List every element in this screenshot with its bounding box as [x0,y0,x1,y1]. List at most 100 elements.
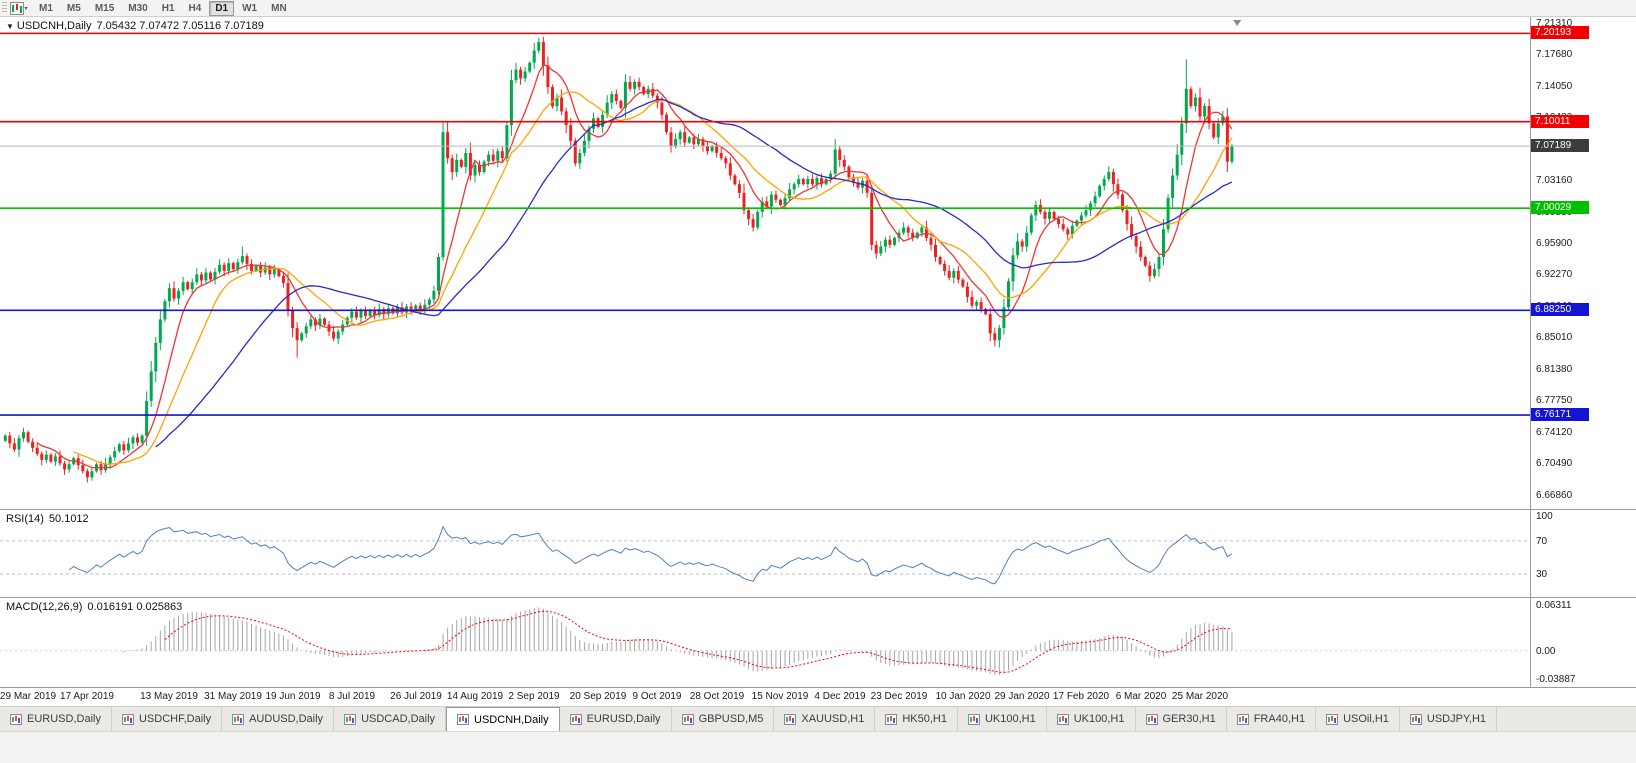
chart-type-icon[interactable] [10,1,28,15]
tab-label: UK100,H1 [984,713,1036,725]
price-axis-label: 6.77750 [1536,395,1573,406]
tab-label: USDCHF,Daily [138,713,212,725]
price-axis-label: 7.14050 [1536,81,1573,92]
macd-axis-label: -0.03887 [1536,674,1576,685]
tab-eurusd-daily[interactable]: EURUSD,Daily [0,707,112,731]
tab-label: UK100,H1 [1073,713,1125,725]
tab-usdchf-daily[interactable]: USDCHF,Daily [112,707,223,731]
tab-hk50-h1[interactable]: HK50,H1 [875,707,958,731]
price-axis-label: 7.21310 [1536,18,1573,29]
date-label: 31 May 2019 [204,691,262,702]
period-button-m15[interactable]: M15 [89,1,120,16]
price-axis-label: 6.85010 [1536,332,1573,343]
mini-chart-icon [1409,713,1422,725]
mini-chart-icon [1145,713,1158,725]
price-chart[interactable] [0,17,1530,509]
rsi-axis-label: 70 [1536,536,1548,547]
tab-label: XAUUSD,H1 [801,713,865,725]
rsi-chart[interactable] [0,510,1530,597]
tab-label: USDCAD,Daily [361,713,436,725]
period-button-m1[interactable]: M1 [33,1,59,16]
rsi-axis: 100 70 30 [1530,510,1636,597]
mini-chart-icon [10,713,22,725]
period-button-h4[interactable]: H4 [183,1,208,16]
shift-marker-icon[interactable] [1233,20,1242,26]
period-button-mn[interactable]: MN [265,1,293,16]
rsi-name: RSI(14) [6,513,44,525]
tab-usoil-h1[interactable]: USOil,H1 [1316,707,1400,731]
tab-uk100-h1[interactable]: UK100,H1 [958,707,1047,731]
chart-title: ▼ USDCNH,Daily 7.05432 7.07472 7.05116 7.0… [6,20,264,32]
date-label: 17 Feb 2020 [1052,691,1110,702]
mini-chart-icon [569,713,582,725]
tab-label: HK50,H1 [902,713,947,725]
tab-usdjpy-h1[interactable]: USDJPY,H1 [1400,707,1498,731]
price-axis-label: 6.74120 [1536,427,1573,438]
price-axis-label: 6.66860 [1536,490,1573,501]
time-axis[interactable]: 29 Mar 2019 17 Apr 2019 13 May 2019 31 May … [0,687,1636,706]
date-label: 10 Jan 2020 [935,691,991,702]
mini-chart-icon [1236,713,1249,725]
symbol-dropdown-icon[interactable]: ▼ [6,22,14,31]
date-label: 8 Jul 2019 [328,691,376,702]
mini-chart-icon [1326,713,1339,725]
tab-xauusd-h1[interactable]: XAUUSD,H1 [774,707,876,731]
mini-chart-icon [681,713,694,725]
period-toolbar: M1 M5 M15 M30 H1 H4 D1 W1 MN [0,0,1636,17]
mini-chart-icon [457,714,470,725]
date-label: 23 Dec 2019 [870,691,928,702]
date-label: 14 Aug 2019 [446,691,504,702]
date-label: 6 Mar 2020 [1115,691,1167,702]
mini-chart-icon [1056,713,1069,725]
date-label: 15 Nov 2019 [751,691,809,702]
tab-label: USDJPY,H1 [1426,713,1487,725]
macd-axis: 0.06311 0.00 -0.03887 [1530,598,1636,687]
period-button-m5[interactable]: M5 [61,1,87,16]
tab-label: EURUSD,Daily [27,713,101,725]
mini-chart-icon [967,713,980,725]
macd-name: MACD(12,26,9) [6,601,83,613]
date-label: 9 Oct 2019 [632,691,682,702]
date-label: 29 Jan 2020 [994,691,1050,702]
tab-uk100-h1[interactable]: UK100,H1 [1047,707,1136,731]
rsi-title: RSI(14) 50.1012 [6,513,89,525]
macd-chart[interactable] [0,598,1530,687]
tab-label: GBPUSD,M5 [698,713,764,725]
tab-usdcnh-daily[interactable]: USDCNH,Daily [446,707,560,731]
tab-gbpusd-m5[interactable]: GBPUSD,M5 [672,707,775,731]
price-axis: 7.213107.176807.140507.104207.067907.031… [1530,17,1636,509]
mini-chart-icon [885,713,898,725]
date-label: 19 Jun 2019 [265,691,321,702]
date-label: 20 Sep 2019 [569,691,627,702]
tab-audusd-daily[interactable]: AUDUSD,Daily [222,707,335,731]
tab-eurusd-daily[interactable]: EURUSD,Daily [560,707,672,731]
level-price-badge: 7.20193 [1531,26,1589,39]
tab-label: FRA40,H1 [1253,713,1306,725]
tab-label: USOil,H1 [1343,713,1389,725]
bid-price-badge: 7.07189 [1531,139,1589,152]
macd-title: MACD(12,26,9) 0.016191 0.025863 [6,601,182,613]
macd-axis-label: 0.06311 [1536,600,1572,611]
tab-fra40-h1[interactable]: FRA40,H1 [1227,707,1317,731]
price-axis-label: 6.92270 [1536,269,1573,280]
date-label: 4 Dec 2019 [814,691,866,702]
tab-ger30-h1[interactable]: GER30,H1 [1136,707,1227,731]
period-button-d1[interactable]: D1 [209,0,235,16]
tab-label: GER30,H1 [1162,713,1216,725]
toolbar-grip[interactable] [2,2,7,14]
tab-usdcad-daily[interactable]: USDCAD,Daily [334,707,447,731]
chart-tabbar: EURUSD,Daily USDCHF,Daily AUDUSD,Daily USDC… [0,706,1636,731]
tab-label: EURUSD,Daily [586,713,661,725]
tab-label: USDCNH,Daily [474,713,549,726]
date-label: 13 May 2019 [140,691,198,702]
price-axis-label: 6.81380 [1536,364,1573,375]
period-button-h1[interactable]: H1 [156,1,181,16]
rsi-value: 50.1012 [48,513,89,525]
period-button-w1[interactable]: W1 [236,1,263,16]
level-price-badge: 7.10011 [1531,115,1589,128]
symbol-period-label: USDCNH,Daily [16,20,92,32]
date-label: 17 Apr 2019 [60,691,114,702]
rsi-axis-label: 30 [1536,569,1548,580]
period-button-m30[interactable]: M30 [122,1,153,16]
